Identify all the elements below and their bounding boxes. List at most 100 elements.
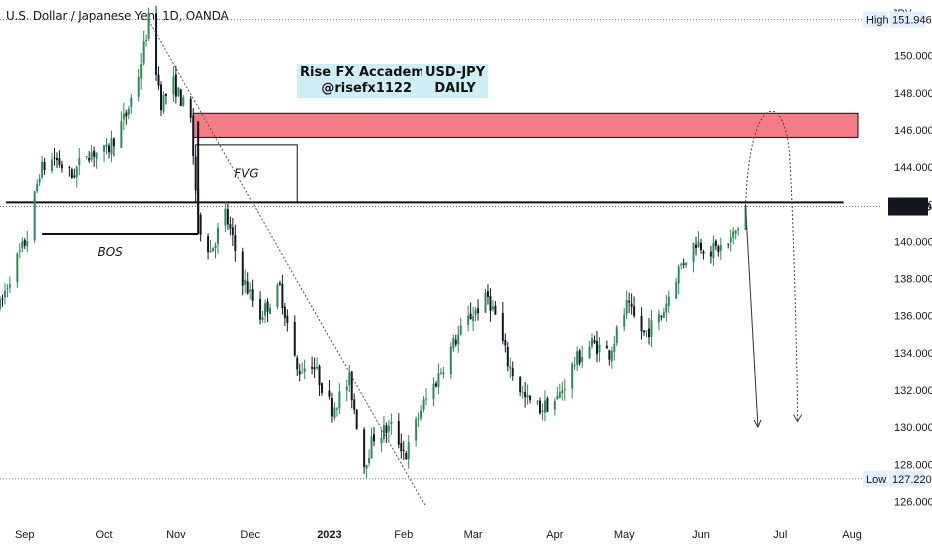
candle [162,91,165,115]
candle [685,262,688,268]
candle-body [576,351,579,365]
brand-box-academy: Rise FX Accademy @risefx1122 [297,64,437,98]
candle-body [563,389,566,391]
candle [405,450,408,460]
candle [3,283,6,305]
candle [417,412,420,428]
candle-body [140,63,143,79]
candle [536,400,539,406]
candle-body [486,291,489,297]
candle [23,238,26,250]
candle-body [137,77,140,97]
candle-body [110,138,113,155]
candle-body [345,386,348,391]
candle-body [660,316,663,318]
candle-body [112,138,115,147]
candle-body [293,321,296,356]
low-value-label: 127.220 [892,474,932,486]
candle-body [88,158,91,161]
candle-body [93,150,96,157]
candle [333,402,336,421]
candle-body [561,390,564,394]
candle [387,419,390,442]
candle [459,317,462,336]
candle [224,201,227,232]
candle-body [546,398,549,412]
candle-body [333,407,336,419]
brand-pair: USD-JPY [425,65,486,80]
candle-body [573,364,576,366]
candle-body [598,344,601,353]
candle [373,427,376,447]
candle-body [142,41,145,64]
candle [643,330,646,336]
candle-body [212,247,215,252]
candle [449,342,452,380]
y-tick-label: 134.000 [894,348,932,360]
candle [16,252,19,288]
candle [699,238,702,254]
candle [553,397,556,416]
candle [301,362,304,374]
candle-body [353,399,356,410]
candle-body [477,308,480,314]
y-tick-label: 136.000 [894,311,932,323]
candle-body [407,442,410,460]
candle [60,160,63,173]
candle [400,433,403,459]
candle-body [328,390,331,397]
y-tick-label: 148.000 [894,88,932,100]
candle-body [301,372,304,374]
candle-body [645,330,648,332]
candle [130,93,133,114]
candle [501,302,504,345]
candle [140,52,143,90]
candle [581,345,584,368]
candle-body [103,145,106,152]
brand-line-1: Rise FX Accademy [300,65,434,80]
candle-body [90,152,93,160]
candle [595,330,598,363]
candle [276,282,279,310]
candle [486,284,489,305]
candle-body [439,372,442,374]
candle [286,309,289,332]
candle [714,239,717,251]
candle [38,174,41,187]
candle-body [610,350,613,362]
candle-body [717,246,720,253]
candle-body [355,409,358,429]
candle-body [38,178,41,183]
candle-body [553,401,556,410]
candle [88,151,91,164]
candle [194,155,197,193]
candle [231,217,234,247]
candle [439,368,442,376]
candle [702,249,705,260]
candle [112,137,115,157]
candle [214,242,217,259]
candle [43,157,46,175]
y-tick-label: 150.000 [894,51,932,63]
candle-body [268,307,271,315]
candle [640,307,643,340]
candle [0,296,1,312]
current-price-label: 141.880 [892,202,932,214]
candle-body [474,309,477,316]
candle-body [697,241,700,248]
candle [558,383,561,399]
candle [650,310,653,348]
candle-body [449,346,452,375]
candle-body [318,365,321,386]
candle-body [33,191,36,241]
candle [142,30,145,66]
candle [26,230,29,253]
candle [303,359,306,380]
candle-body [541,410,544,413]
x-tick-label: Apr [546,529,563,541]
candle [397,413,400,449]
candle-body [60,164,63,169]
candle [90,144,93,163]
candle-body [264,303,267,316]
